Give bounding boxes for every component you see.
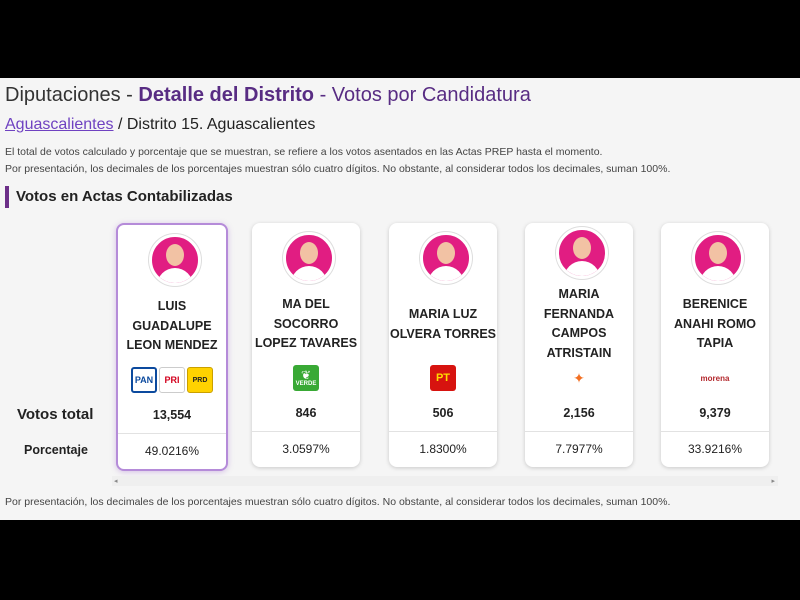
avatar (692, 232, 744, 284)
page: Diputaciones - Detalle del Distrito - Vo… (0, 78, 800, 520)
section-accent-bar (5, 186, 9, 208)
percent-row-label: Porcentaje (24, 443, 88, 457)
section-title: Votos en Actas Contabilizadas (16, 188, 233, 205)
party-logos: morena (661, 365, 769, 391)
breadcrumb-district: / Distrito 15. Aguascalientes (113, 116, 316, 133)
divider (252, 431, 360, 432)
divider (525, 431, 633, 432)
vote-percentage: 3.0597% (282, 442, 330, 456)
avatar (283, 232, 335, 284)
votes-total: 506 (432, 406, 454, 420)
morena-logo-icon: morena (700, 373, 730, 383)
pan-logo-icon: PAN (131, 367, 157, 393)
pt-logo-icon: PT (430, 365, 456, 391)
party-logos: ✦ (525, 365, 633, 391)
candidate-card[interactable]: MA DEL SOCORRO LOPEZ TAVARES ❦ VERDE 846 3.… (252, 223, 360, 467)
divider (118, 433, 226, 434)
party-logos: PAN PRI PRD (118, 367, 226, 393)
horizontal-scrollbar[interactable]: ◂ ▸ (112, 476, 778, 486)
avatar (556, 227, 608, 279)
scroll-right-icon[interactable]: ▸ (771, 478, 775, 485)
breadcrumb: Aguascalientes / Distrito 15. Aguascalie… (5, 116, 315, 134)
candidate-name: MARIA LUZ OLVERA TORRES (389, 307, 497, 341)
info-note-1: El total de votos calculado y porcentaje… (5, 146, 603, 158)
votes-row-label: Votos total (17, 406, 94, 423)
votes-total: 846 (295, 406, 317, 420)
candidate-name: LUIS GUADALUPE LEON MENDEZ (126, 299, 218, 352)
pri-logo-icon: PRI (159, 367, 185, 393)
movimiento-ciudadano-logo-icon: ✦ (573, 369, 585, 386)
page-title: Diputaciones - Detalle del Distrito - Vo… (5, 84, 531, 106)
candidate-card[interactable]: MARIA LUZ OLVERA TORRES PT 506 1.8300% (389, 223, 497, 467)
vote-percentage: 33.9216% (687, 442, 743, 456)
vote-percentage: 1.8300% (419, 442, 467, 456)
breadcrumb-link-state[interactable]: Aguascalientes (5, 116, 114, 133)
votes-total: 13,554 (152, 408, 192, 422)
divider (661, 431, 769, 432)
candidate-name: BERENICE ANAHI ROMO TAPIA (674, 297, 756, 350)
verde-logo-icon: ❦ VERDE (293, 365, 319, 391)
footer-note: Por presentación, los decimales de los p… (5, 496, 671, 508)
vote-percentage: 49.0216% (144, 444, 200, 458)
prd-logo-icon: PRD (187, 367, 213, 393)
divider (389, 431, 497, 432)
candidate-card[interactable]: MARIA FERNANDA CAMPOS ATRISTAIN ✦ 2,156 7.7… (525, 223, 633, 467)
scroll-left-icon[interactable]: ◂ (114, 478, 118, 485)
votes-total: 2,156 (563, 406, 595, 420)
votes-total: 9,379 (699, 406, 731, 420)
info-note-2: Por presentación, los decimales de los p… (5, 163, 671, 175)
candidate-name: MARIA FERNANDA CAMPOS ATRISTAIN (543, 287, 615, 360)
avatar (420, 232, 472, 284)
avatar (149, 234, 201, 286)
candidate-name: MA DEL SOCORRO LOPEZ TAVARES (254, 297, 358, 350)
vote-percentage: 7.7977% (555, 442, 603, 456)
party-logos: PT (389, 365, 497, 391)
party-logos: ❦ VERDE (252, 365, 360, 391)
candidate-card[interactable]: BERENICE ANAHI ROMO TAPIA morena 9,379 33.… (661, 223, 769, 467)
candidate-card[interactable]: LUIS GUADALUPE LEON MENDEZ PAN PRI PRD 13,… (116, 223, 228, 471)
